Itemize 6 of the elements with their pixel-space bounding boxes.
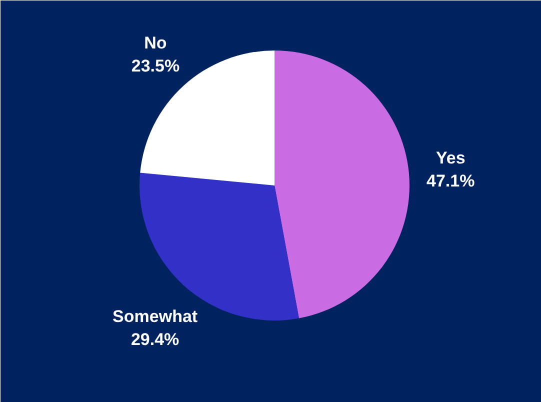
slice-label: Somewhat [112, 306, 198, 326]
data-label: 47.1% [426, 171, 475, 190]
slice-label: No [144, 34, 167, 53]
data-label: 29.4% [130, 330, 180, 349]
slice-label: Yes [436, 148, 466, 168]
data-label: 23.5% [131, 56, 180, 76]
